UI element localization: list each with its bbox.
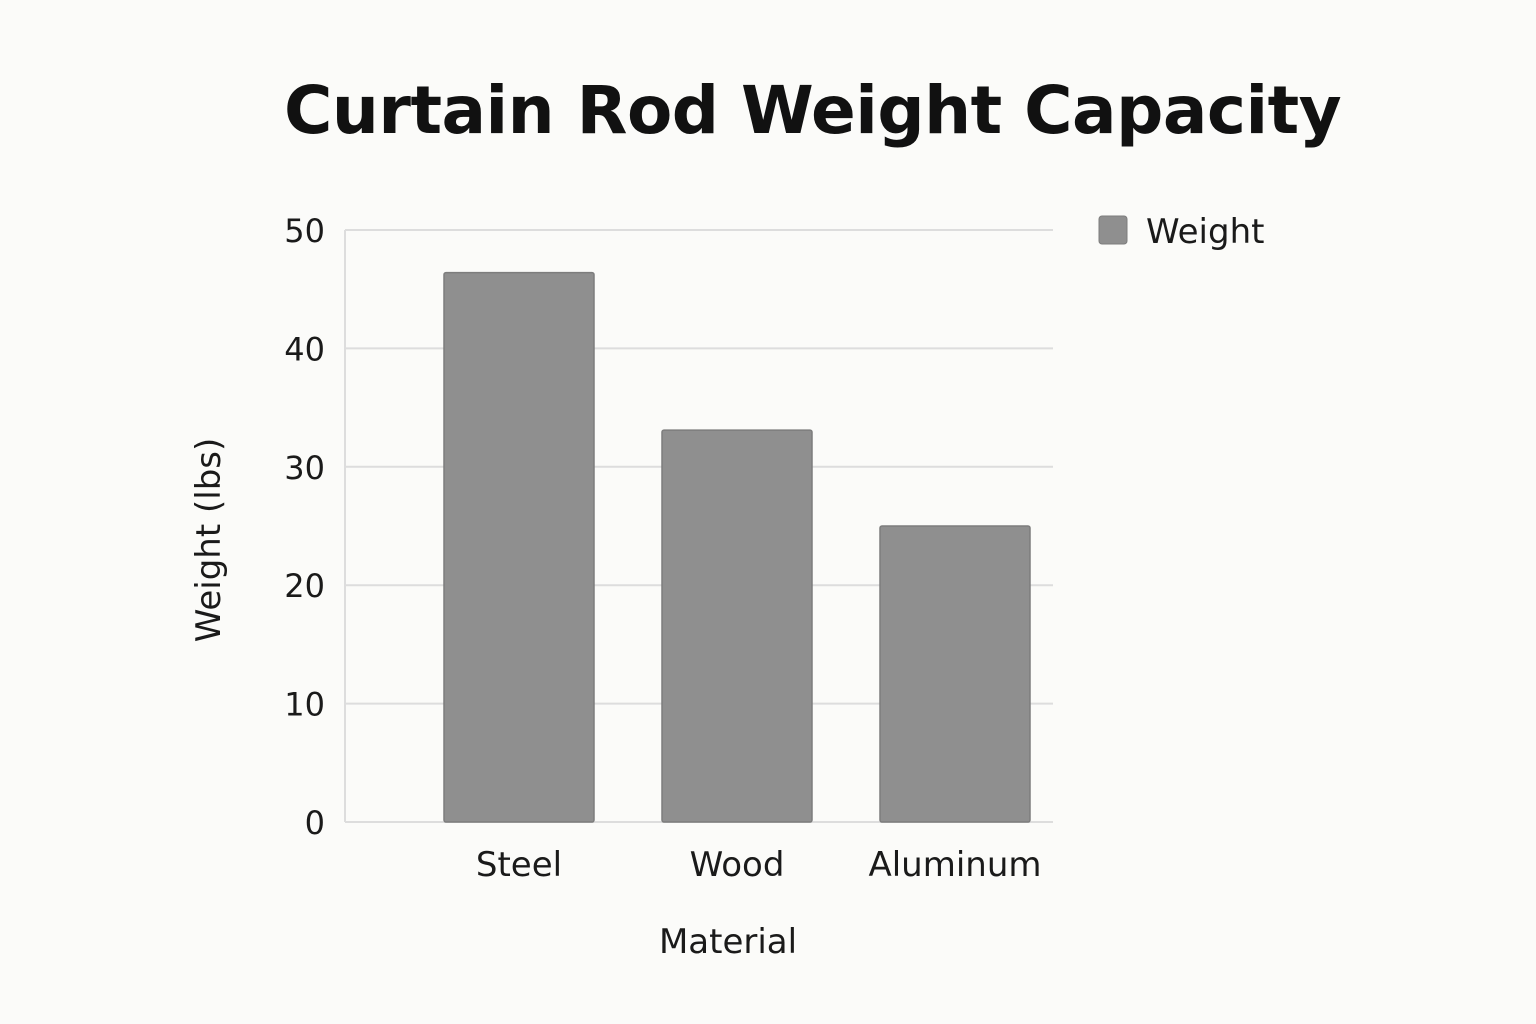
x-axis-label: Material xyxy=(659,922,797,962)
legend: Weight xyxy=(1098,212,1264,252)
bar-wood xyxy=(661,429,813,823)
y-tick-label: 30 xyxy=(284,449,325,487)
y-axis-label: Weight (lbs) xyxy=(189,438,229,643)
y-tick-label: 40 xyxy=(284,330,325,368)
y-tick-label: 20 xyxy=(284,567,325,605)
legend-label: Weight xyxy=(1146,212,1264,252)
y-tick-label: 10 xyxy=(284,686,325,724)
y-tick-label: 0 xyxy=(305,804,325,842)
x-tick-label: Aluminum xyxy=(868,845,1041,885)
chart-title: Curtain Rod Weight Capacity xyxy=(284,72,1342,149)
y-tick-label: 50 xyxy=(284,212,325,250)
x-tick-labels: Steel Wood Aluminum xyxy=(476,845,1042,885)
bars xyxy=(443,271,1031,823)
x-tick-label: Steel xyxy=(476,845,562,885)
y-tick-labels: 0 10 20 30 40 50 xyxy=(284,212,325,842)
bar-aluminum xyxy=(879,525,1031,823)
x-tick-label: Wood xyxy=(690,845,785,885)
bar-steel xyxy=(443,271,595,823)
legend-swatch xyxy=(1098,215,1128,245)
